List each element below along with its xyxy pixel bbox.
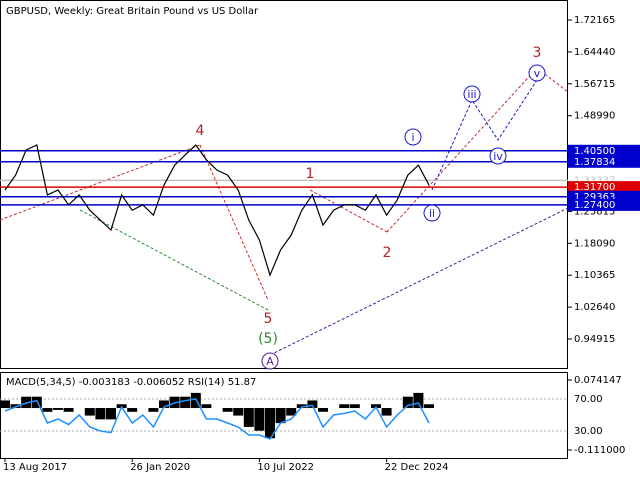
wave-label: (5) bbox=[258, 331, 278, 347]
macd-bar bbox=[95, 408, 106, 420]
x-tick-label: 26 Jan 2020 bbox=[130, 462, 190, 473]
wave-label: v bbox=[534, 67, 541, 80]
macd-bar bbox=[233, 408, 244, 416]
rsi-line bbox=[4, 398, 430, 440]
macd-bar bbox=[339, 404, 350, 409]
macd-bar bbox=[106, 408, 116, 420]
level-label: 1.37834 bbox=[574, 157, 615, 168]
wave-circle bbox=[463, 85, 481, 103]
y-tick-label: 1.25815 bbox=[574, 206, 615, 217]
macd-bar bbox=[53, 408, 63, 410]
level-label: 1.27400 bbox=[574, 200, 615, 211]
macd-bar bbox=[201, 404, 212, 409]
x-tick-label: 13 Aug 2017 bbox=[3, 462, 67, 473]
y-tick-label: 1.02640 bbox=[574, 302, 615, 313]
wave-path bbox=[431, 79, 538, 191]
trend-line bbox=[199, 144, 269, 301]
wave-label: A bbox=[266, 355, 274, 368]
macd-bar bbox=[265, 408, 275, 439]
wave-label: 5 bbox=[264, 311, 273, 327]
chart-title: GBPUSD, Weekly: Great Britain Pound vs U… bbox=[6, 6, 259, 17]
wave-circle bbox=[489, 147, 507, 165]
wave-label: 3 bbox=[533, 45, 542, 61]
level-tag bbox=[568, 144, 640, 157]
macd-bar bbox=[31, 396, 42, 409]
level-label: 1.40500 bbox=[574, 146, 615, 157]
macd-bar bbox=[63, 408, 74, 412]
y-tick-label: 1.72165 bbox=[574, 15, 615, 26]
macd-bar bbox=[127, 408, 138, 412]
macd-bar bbox=[286, 408, 297, 416]
macd-bar bbox=[381, 408, 392, 416]
macd-bar bbox=[243, 408, 254, 427]
y-tick-label: 1.56715 bbox=[574, 79, 615, 90]
macd-bar bbox=[148, 408, 159, 412]
macd-bar bbox=[180, 396, 191, 409]
macd-bar bbox=[402, 396, 413, 409]
y-tick-label: 1.10365 bbox=[574, 270, 615, 281]
x-tick-label: 10 Jul 2022 bbox=[257, 462, 314, 473]
macd-bar bbox=[254, 408, 265, 431]
trend-line bbox=[0, 144, 201, 221]
level-tag bbox=[568, 198, 640, 211]
macd-bar bbox=[318, 408, 328, 412]
macd-bar bbox=[307, 400, 318, 409]
y-tick-label: 0.074147 bbox=[574, 375, 622, 386]
trend-line bbox=[79, 209, 269, 311]
macd-bar bbox=[424, 404, 434, 409]
y-tick-label: 1.48990 bbox=[574, 111, 615, 122]
macd-bar bbox=[413, 392, 424, 409]
macd-bar bbox=[222, 408, 233, 412]
level-tag bbox=[568, 181, 640, 194]
projection-lines bbox=[0, 67, 569, 356]
wave-circle bbox=[261, 352, 279, 370]
wave-circle bbox=[404, 128, 422, 146]
y-tick-label: 1.64440 bbox=[574, 47, 615, 58]
main-frame bbox=[0, 0, 568, 369]
y2-tick-label: 70.00 bbox=[574, 394, 603, 405]
x-tick-label: 22 Dec 2024 bbox=[385, 462, 449, 473]
wave-circle bbox=[528, 64, 546, 82]
level-label: 1.29363 bbox=[574, 192, 615, 203]
level-label: 1.33337 bbox=[574, 175, 615, 186]
macd-bar bbox=[349, 404, 360, 409]
level-label: 1.31700 bbox=[574, 182, 615, 193]
price-line bbox=[4, 144, 430, 277]
wave-label: iii bbox=[467, 88, 476, 101]
macd-bar bbox=[275, 408, 286, 424]
y-tick-label: 1.18090 bbox=[574, 238, 615, 249]
y-tick-label: 0.94915 bbox=[574, 334, 615, 345]
macd-bar bbox=[296, 404, 307, 409]
wave-label: 2 bbox=[383, 245, 392, 261]
macd-bar bbox=[0, 400, 10, 409]
y2-tick-label: 30.00 bbox=[574, 426, 603, 437]
macd-bar bbox=[10, 404, 21, 409]
y-tick-label: -0.111000 bbox=[574, 445, 625, 456]
wave-label: iv bbox=[493, 150, 503, 163]
wave-label: 1 bbox=[306, 166, 315, 182]
trend-line bbox=[269, 207, 569, 356]
wave-label: i bbox=[411, 131, 414, 144]
macd-bar bbox=[84, 408, 95, 416]
wave-circle bbox=[423, 204, 441, 222]
macd-bar bbox=[42, 408, 53, 412]
level-tag bbox=[568, 155, 640, 168]
indicator-title: MACD(5,34,5) -0.003183 -0.006052 RSI(14)… bbox=[6, 377, 256, 388]
macd-bar bbox=[159, 400, 169, 409]
wave-label: 4 bbox=[196, 123, 205, 139]
wave-label: ii bbox=[429, 207, 435, 220]
